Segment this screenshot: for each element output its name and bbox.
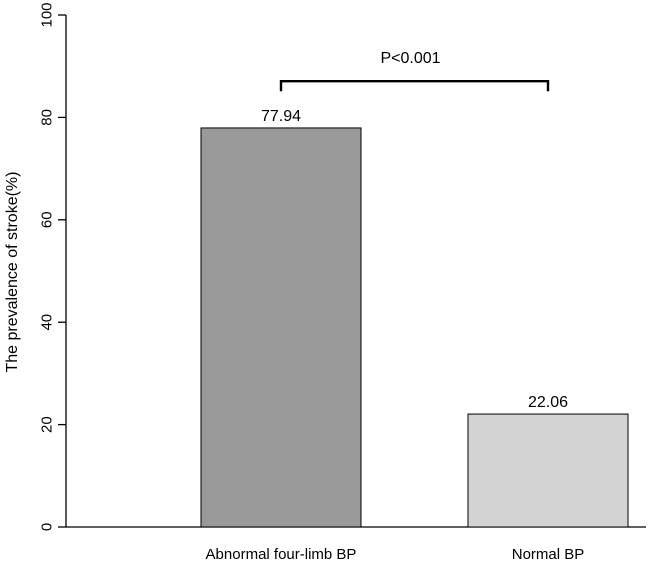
bars bbox=[200, 127, 629, 528]
y-tick-label: 60 bbox=[38, 211, 55, 228]
y-axis-title: The prevalence of stroke(%) bbox=[4, 172, 21, 373]
y-tick-label: 20 bbox=[38, 416, 55, 433]
x-tick-label: Normal BP bbox=[512, 546, 585, 563]
bar-value-labels: 77.94 22.06 bbox=[261, 108, 568, 411]
significance-annotation: P<0.001 bbox=[279, 50, 550, 92]
y-tick-label: 80 bbox=[38, 109, 55, 126]
bar-value-label: 77.94 bbox=[261, 108, 301, 125]
y-tick-label: 0 bbox=[38, 523, 55, 531]
significance-bracket bbox=[279, 80, 550, 92]
x-tick-label: Abnormal four-limb BP bbox=[206, 546, 357, 563]
x-tick-labels: Abnormal four-limb BP Normal BP bbox=[206, 546, 585, 563]
y-tick-label: 100 bbox=[38, 2, 55, 27]
bar bbox=[467, 413, 629, 528]
bar bbox=[200, 127, 362, 528]
bar-value-label: 22.06 bbox=[528, 394, 568, 411]
y-tick-label: 40 bbox=[38, 314, 55, 331]
p-value-label: P<0.001 bbox=[380, 50, 440, 67]
